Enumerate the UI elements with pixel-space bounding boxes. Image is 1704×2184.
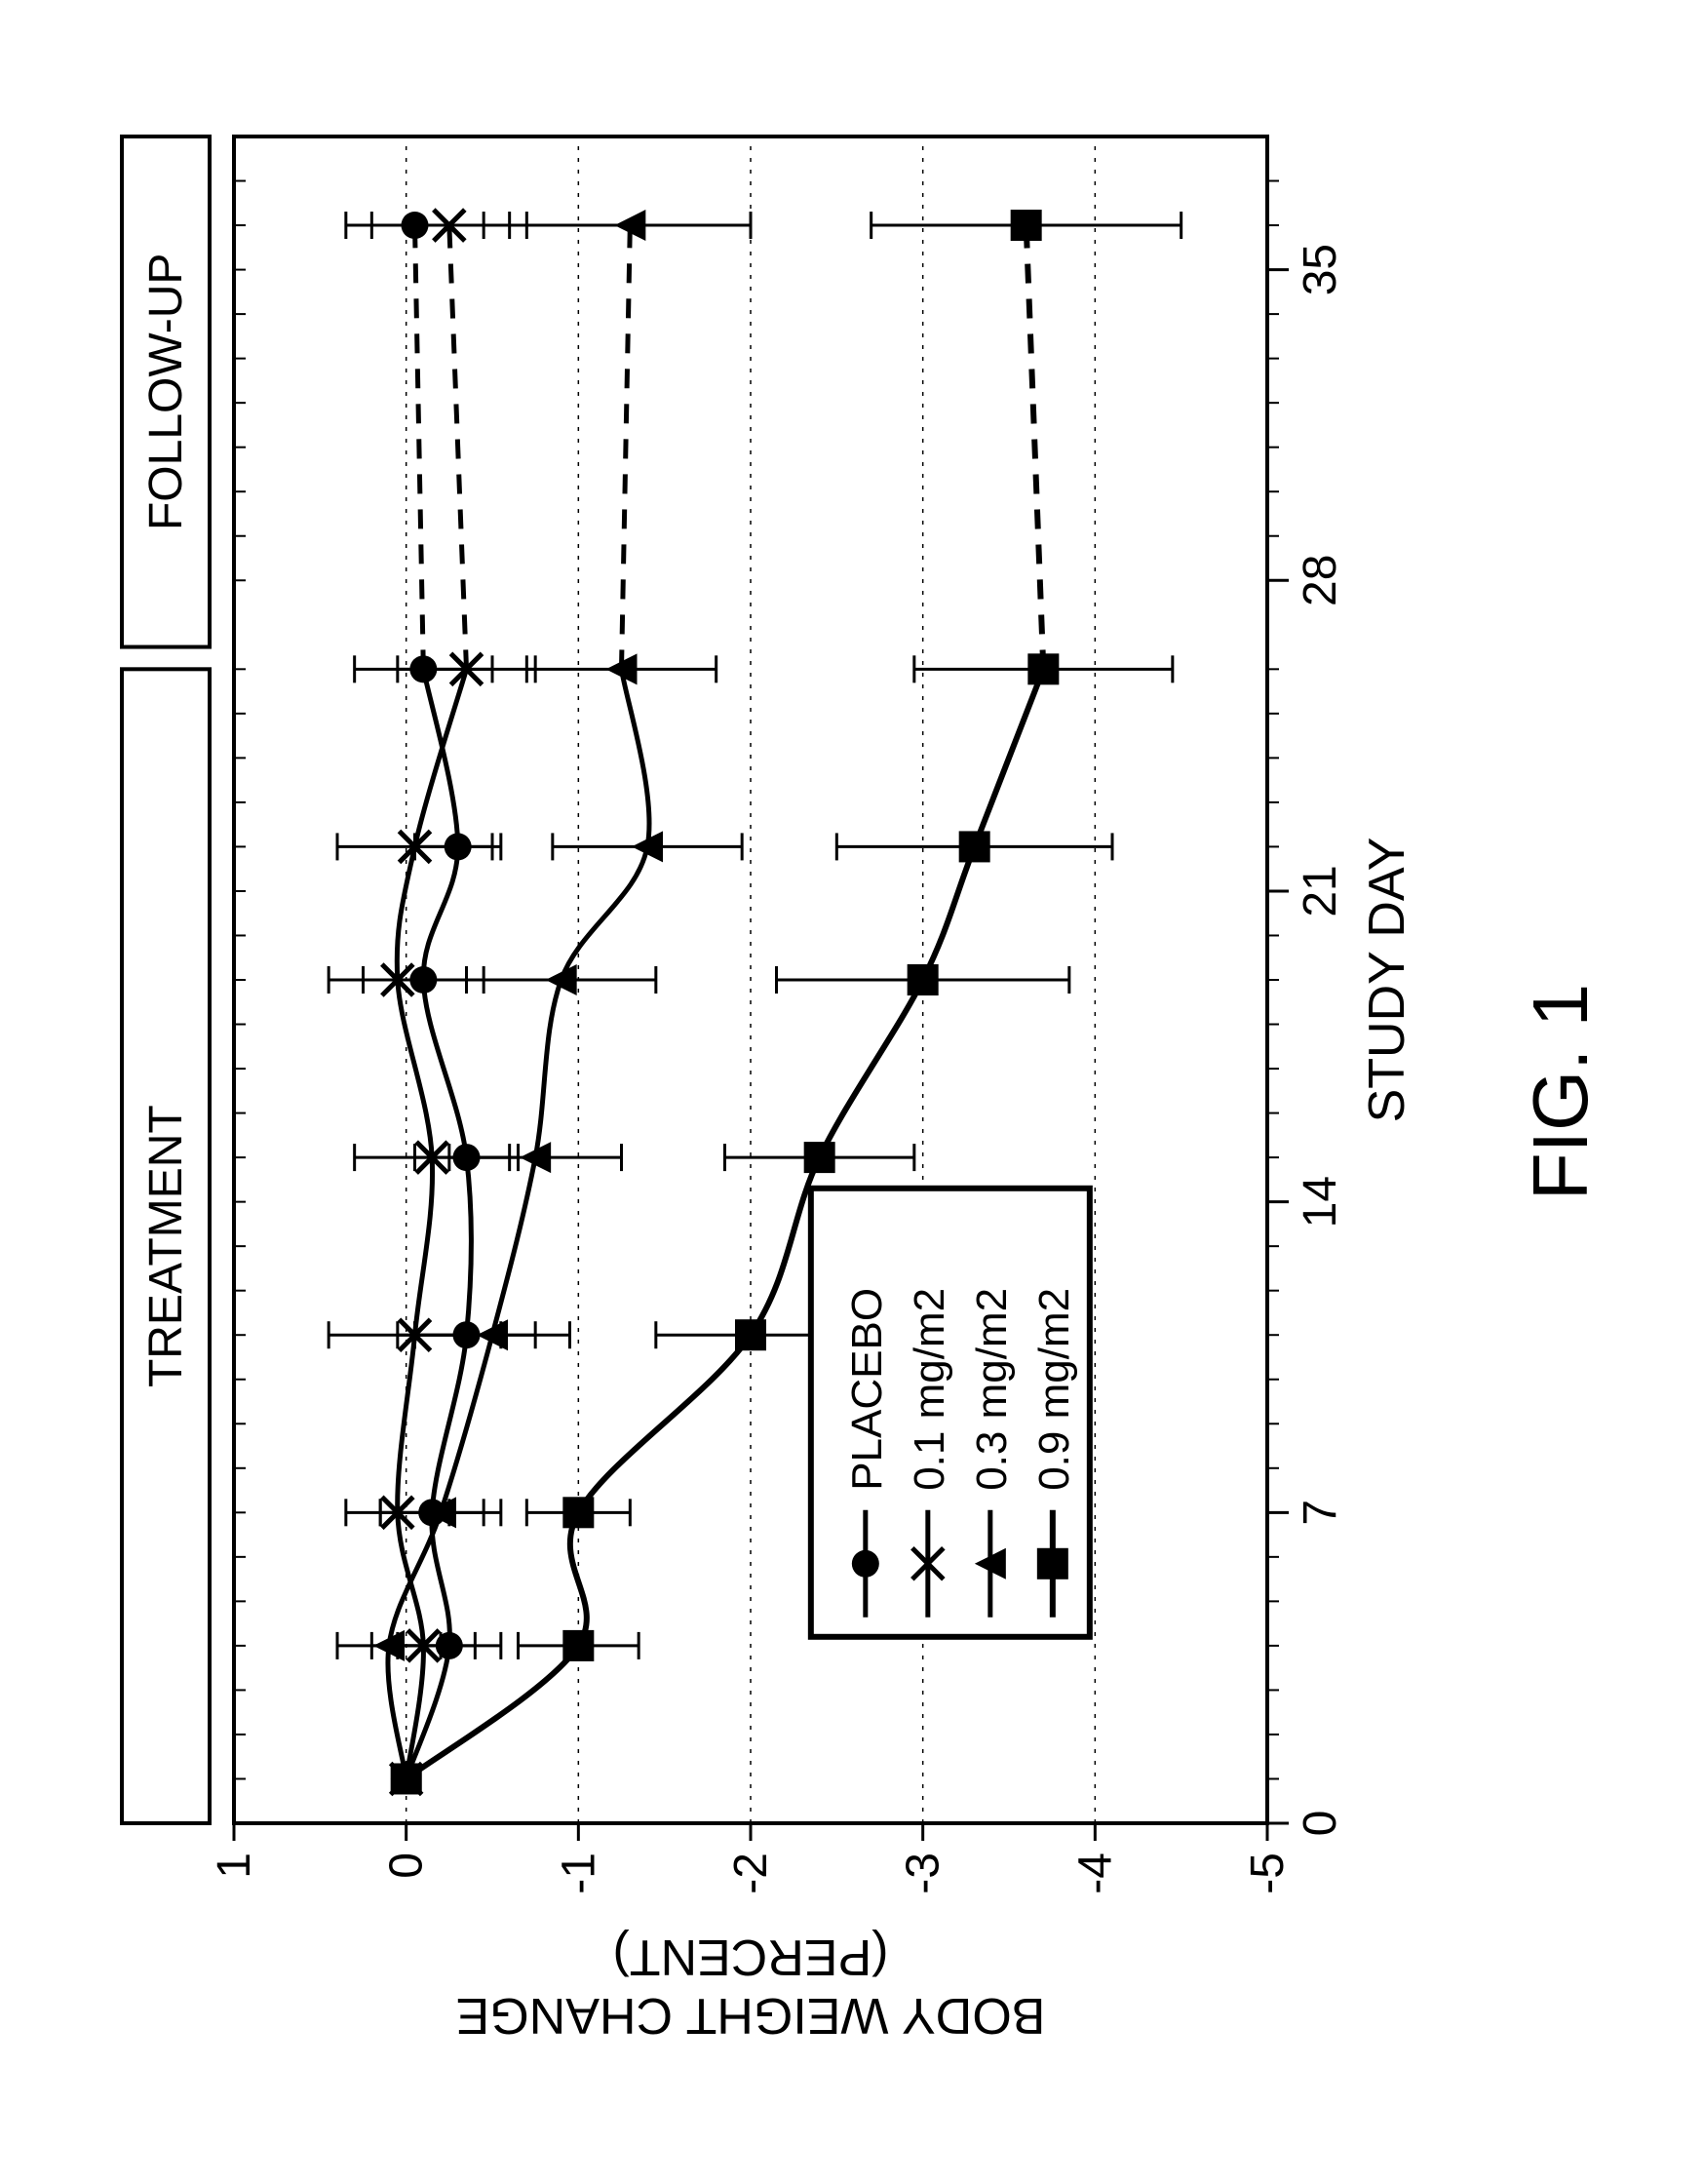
ytick-label: -4	[1069, 1852, 1121, 1894]
ytick-label: -2	[725, 1852, 777, 1894]
legend-item-label: 0.1 mg/m2	[906, 1288, 953, 1491]
svg-text:(PERCENT): (PERCENT)	[612, 1929, 888, 1985]
svg-text:BODY WEIGHT CHANGE: BODY WEIGHT CHANGE	[456, 1987, 1046, 2044]
xtick-label: 0	[1295, 1811, 1346, 1837]
chart-svg: TREATMENT FOLLOW-UP -5 -4 -3 -2 -1 0 1 0 7 14 21 28 35…	[0, 0, 1704, 2184]
legend-item-label: PLACEBO	[843, 1288, 891, 1491]
figure-label: FIG. 1	[1517, 984, 1604, 1200]
xtick-label: 35	[1295, 244, 1346, 295]
figure-container: TREATMENT FOLLOW-UP -5 -4 -3 -2 -1 0 1 0 7 14 21 28 35…	[0, 0, 1704, 2184]
phase-followup-label: FOLLOW-UP	[140, 254, 192, 530]
xtick-label: 14	[1295, 1176, 1346, 1228]
legend: PLACEBO 0.1 mg/m2 0.3 mg/m2 0.9 mg/m2	[811, 1189, 1090, 1637]
ytick-label: -5	[1242, 1852, 1294, 1894]
ytick-label: -3	[898, 1852, 949, 1894]
xtick-label: 21	[1295, 865, 1346, 916]
ytick-label: 1	[209, 1852, 260, 1879]
x-axis-label: STUDY DAY	[1359, 838, 1415, 1123]
xtick-label: 28	[1295, 555, 1346, 606]
xtick-label: 7	[1295, 1500, 1346, 1526]
ytick-label: -1	[553, 1852, 604, 1894]
phase-treatment-label: TREATMENT	[140, 1105, 192, 1387]
ytick-label: 0	[381, 1852, 433, 1879]
legend-item-label: 0.3 mg/m2	[968, 1288, 1016, 1491]
legend-item-label: 0.9 mg/m2	[1030, 1288, 1078, 1491]
